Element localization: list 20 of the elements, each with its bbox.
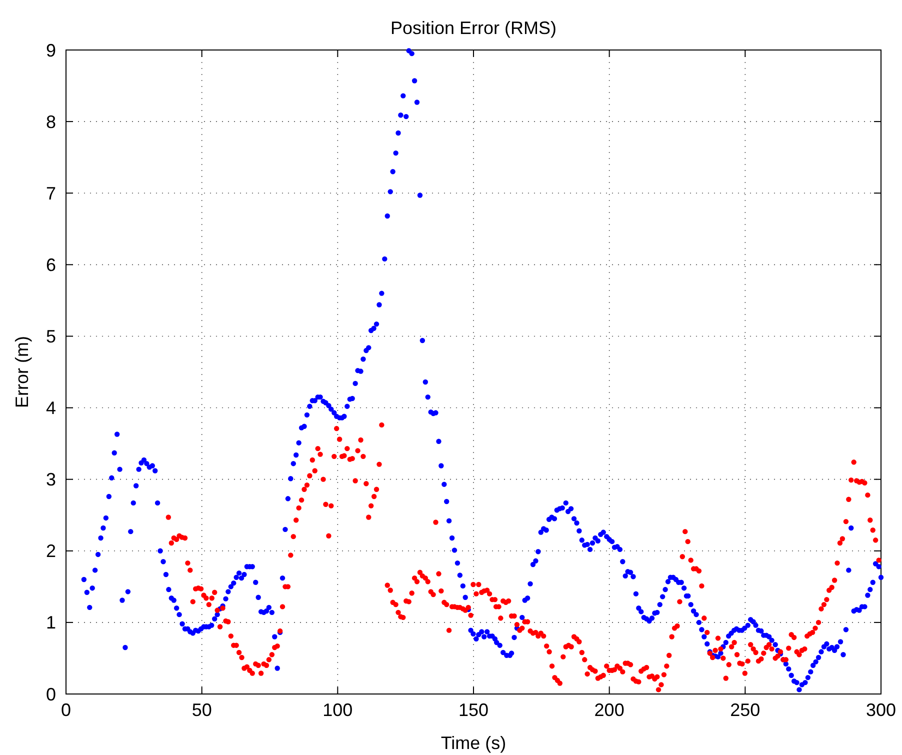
y-tick-label: 1: [46, 612, 56, 633]
y-tick-label: 3: [46, 470, 56, 490]
x-tick-label: 150: [458, 700, 489, 720]
y-tick-label: 9: [46, 40, 56, 60]
y-tick-label: 6: [46, 254, 56, 275]
x-axis-title: Time (s): [440, 733, 506, 753]
x-tick-label: 0: [60, 700, 72, 720]
y-tick-label: 2: [46, 541, 56, 562]
x-tick-label: 250: [730, 700, 760, 720]
y-tick-label: 8: [46, 112, 56, 132]
y-tick-label: 0: [46, 684, 56, 704]
x-tick-label: 300: [866, 700, 896, 720]
y-tick-label: 4: [46, 398, 56, 418]
y-tick-label: 7: [46, 183, 56, 204]
y-axis-title: Error (m): [12, 336, 32, 408]
x-tick-label: 200: [594, 700, 624, 720]
y-tick-label: 5: [46, 326, 56, 347]
x-tick-label: 50: [192, 700, 212, 720]
chart-title: Position Error (RMS): [390, 18, 557, 38]
x-tick-label: 100: [322, 700, 353, 720]
